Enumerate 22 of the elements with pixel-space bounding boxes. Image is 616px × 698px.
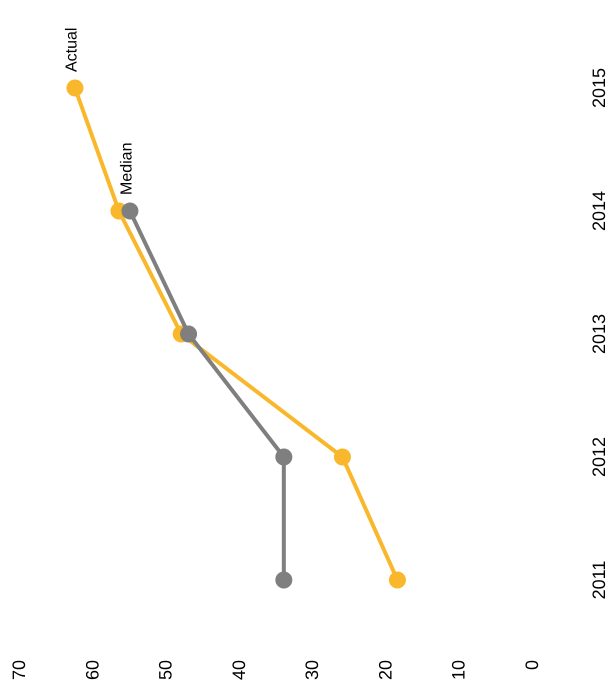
y-tick-label: 2011: [588, 560, 609, 600]
text: Median: [118, 142, 136, 195]
x-tick-label: 40: [228, 660, 249, 680]
point: [180, 326, 198, 342]
x-tick-label: 0: [522, 660, 542, 670]
y-tick-label: 2015: [588, 68, 609, 108]
y-tick-label: 2014: [588, 190, 609, 232]
point: [334, 448, 351, 466]
x-tick-label: 60: [82, 660, 102, 680]
text: Actual: [63, 28, 80, 72]
x-tick-label: 10: [448, 660, 469, 680]
y-tick-label: 2013: [588, 314, 609, 354]
x-tick-label: 30: [302, 660, 322, 680]
x-tick-label: 50: [156, 660, 176, 680]
point: [275, 572, 292, 588]
point: [121, 202, 138, 220]
point: [388, 572, 406, 588]
point: [275, 448, 292, 466]
point: [66, 80, 84, 96]
y-tick-label: 2012: [588, 436, 609, 478]
x-tick-label: 70: [8, 660, 29, 680]
x-tick-label: 20: [375, 660, 396, 680]
